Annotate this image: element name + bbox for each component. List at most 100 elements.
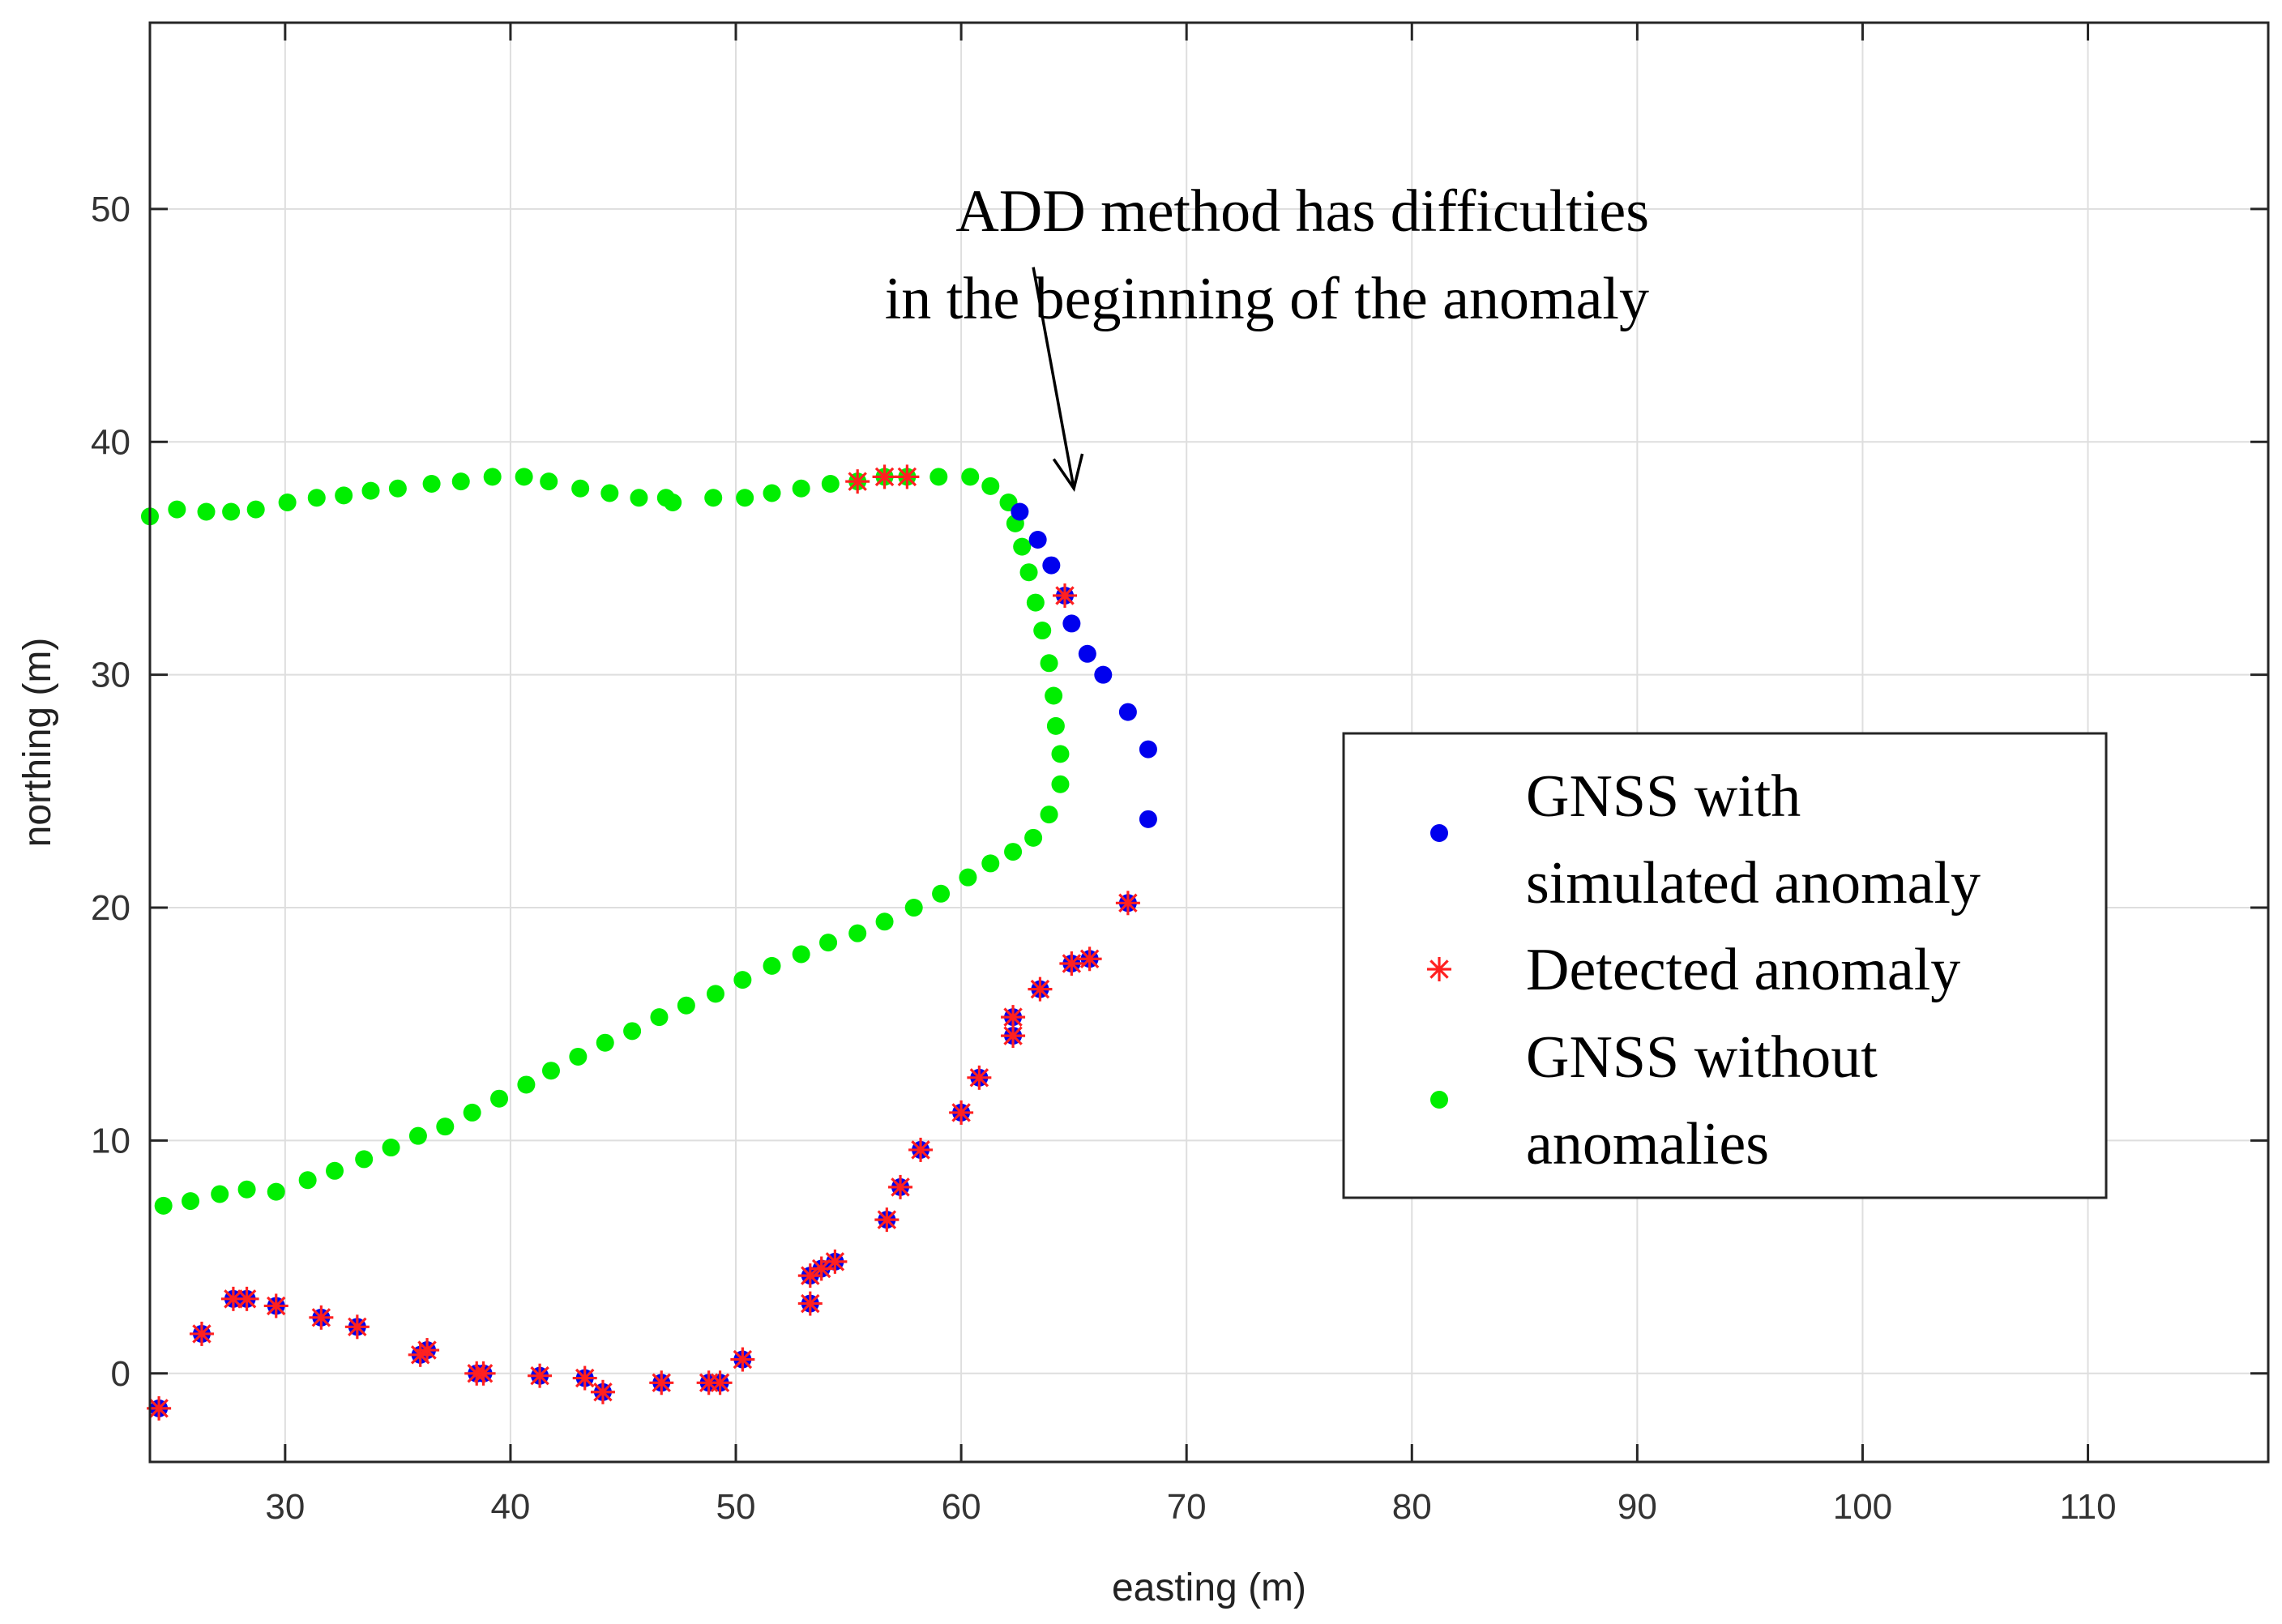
data-point — [1051, 775, 1070, 793]
data-point — [211, 1185, 229, 1203]
x-tick-label: 90 — [1617, 1487, 1657, 1527]
data-point — [222, 502, 241, 521]
data-point-star — [949, 1100, 974, 1125]
data-point — [1011, 502, 1029, 521]
data-point-star — [1028, 977, 1053, 1002]
data-point — [1004, 843, 1023, 861]
data-point — [1013, 537, 1032, 556]
data-point-star — [220, 1286, 246, 1311]
y-tick-label: 10 — [91, 1121, 130, 1160]
data-point — [623, 1022, 642, 1041]
data-point — [571, 479, 590, 498]
data-point — [600, 484, 619, 502]
legend-label-gnss-with-anomaly-2: simulated anomaly — [1526, 850, 1981, 917]
data-point-star — [967, 1065, 992, 1090]
data-point — [981, 477, 1000, 495]
data-point — [1040, 806, 1058, 824]
legend-marker-detected-anomaly — [1427, 957, 1451, 981]
x-tick-label: 80 — [1392, 1487, 1432, 1527]
data-point — [1026, 593, 1045, 612]
data-point — [821, 475, 840, 494]
data-point-star — [730, 1347, 755, 1372]
data-point — [517, 1075, 536, 1094]
data-point-star — [895, 464, 920, 489]
data-point — [361, 481, 380, 500]
data-point — [763, 956, 781, 975]
data-point-star — [1115, 891, 1140, 916]
data-point — [961, 468, 980, 486]
data-point-star — [528, 1363, 553, 1388]
legend-marker-gnss-with-anomaly — [1430, 824, 1448, 842]
data-point — [929, 468, 948, 486]
data-point — [875, 912, 894, 931]
y-tick-label: 30 — [91, 656, 130, 695]
data-point — [541, 1062, 560, 1080]
data-point — [733, 971, 752, 989]
data-point — [819, 934, 838, 952]
data-point-star — [1059, 951, 1084, 977]
data-point — [596, 1033, 614, 1052]
data-point — [704, 489, 723, 507]
data-point — [664, 494, 682, 511]
data-point — [981, 854, 1000, 873]
legend: GNSS with simulated anomaly Detected ano… — [1342, 732, 2108, 1199]
data-point — [677, 996, 695, 1015]
data-point-star — [845, 469, 870, 494]
x-tick-label: 70 — [1167, 1487, 1207, 1527]
data-point — [298, 1171, 317, 1190]
data-point-star — [797, 1263, 823, 1289]
data-point — [569, 1047, 588, 1066]
legend-star-glyph — [1427, 957, 1451, 981]
data-point-star — [408, 1342, 433, 1367]
data-point — [904, 899, 923, 917]
data-point — [463, 1103, 481, 1122]
data-point-star — [696, 1370, 721, 1395]
data-point — [650, 1008, 669, 1027]
data-point — [237, 1180, 256, 1199]
x-axis-label: easting (m) — [1112, 1566, 1306, 1609]
data-point — [1118, 703, 1137, 721]
data-point — [422, 475, 441, 494]
legend-label-gnss-without-anomalies-2: anomalies — [1526, 1111, 1769, 1177]
data-point — [451, 472, 470, 491]
data-point — [483, 468, 502, 486]
data-point-star — [874, 1207, 900, 1233]
series-detected-anomaly — [147, 464, 1140, 1421]
data-point — [959, 868, 977, 887]
plot-frame — [148, 21, 2270, 1464]
data-point — [515, 468, 533, 486]
data-point — [1139, 740, 1157, 759]
data-point — [1094, 665, 1113, 684]
data-point-star — [464, 1361, 489, 1386]
data-point-star — [809, 1256, 834, 1281]
x-tick-label: 30 — [265, 1487, 305, 1527]
y-axis-label: northing (m) — [16, 638, 59, 848]
data-point — [382, 1139, 400, 1157]
data-point — [540, 472, 558, 491]
data-point-star — [415, 1338, 440, 1363]
data-point — [630, 489, 648, 507]
x-tick-label: 60 — [942, 1487, 981, 1527]
data-point — [168, 500, 186, 519]
data-point — [1139, 810, 1157, 828]
annotation-arrow-head — [1052, 453, 1084, 492]
data-point — [792, 945, 810, 964]
data-point — [267, 1182, 285, 1201]
x-tick-label: 100 — [1833, 1487, 1892, 1527]
y-tick-label: 20 — [91, 888, 130, 928]
data-point — [355, 1150, 374, 1169]
annotation-arrow-shaft — [1032, 267, 1075, 489]
legend-label-detected-anomaly: Detected anomaly — [1526, 937, 1960, 1003]
data-point — [1042, 556, 1061, 575]
data-point — [932, 884, 951, 903]
data-point-star — [1077, 947, 1102, 972]
data-point — [1078, 644, 1096, 663]
y-tick-label: 0 — [111, 1354, 130, 1394]
data-point-star — [1053, 583, 1078, 608]
data-point — [1051, 745, 1070, 763]
data-point — [1019, 563, 1038, 582]
data-point — [1062, 614, 1081, 633]
legend-marker-gnss-without-anomalies — [1430, 1091, 1448, 1109]
data-point-star — [309, 1305, 334, 1330]
